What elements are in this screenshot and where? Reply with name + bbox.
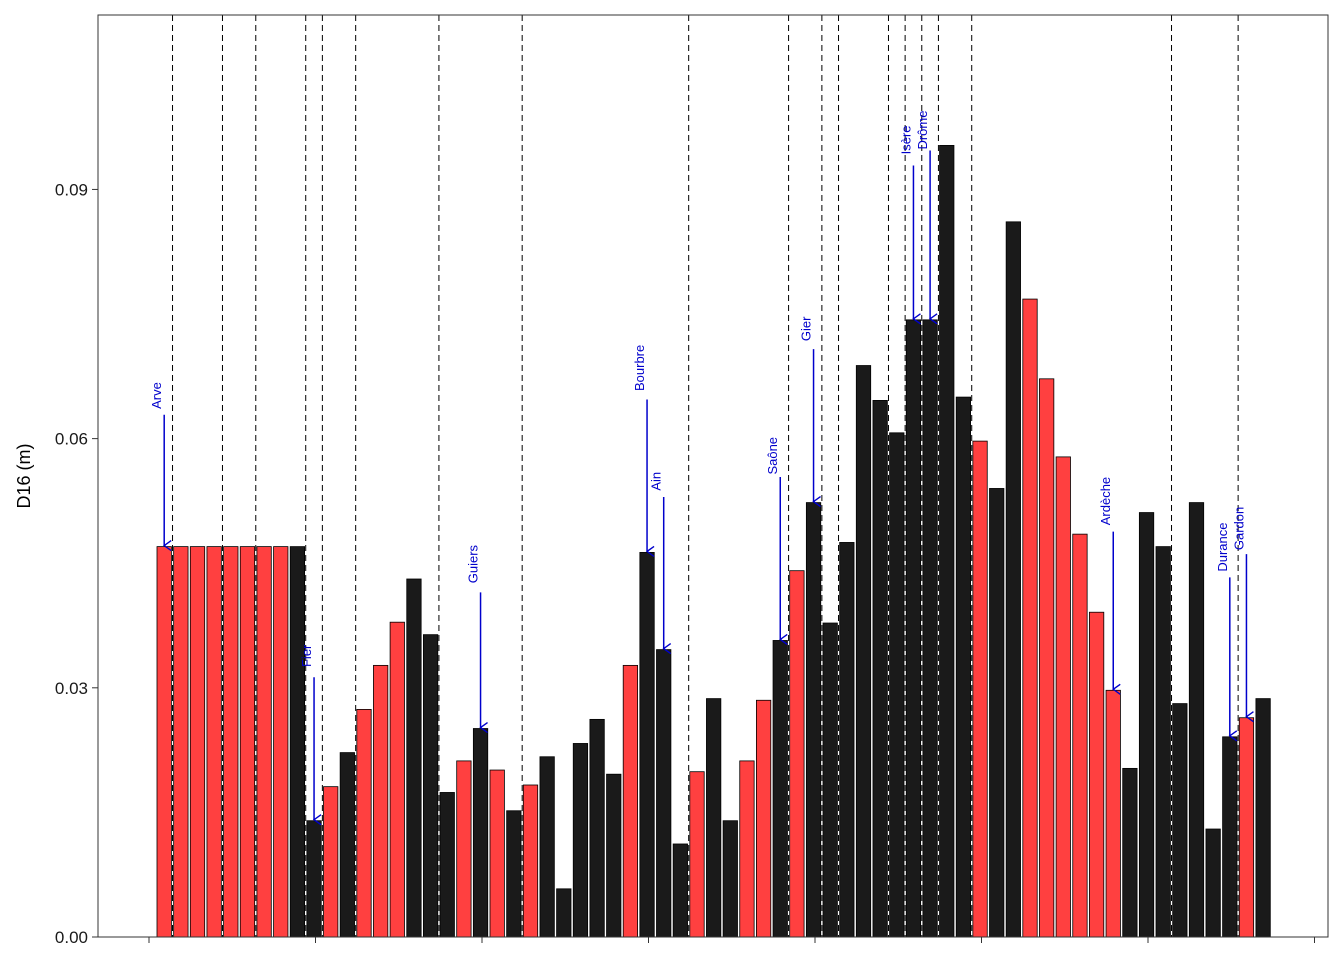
bar-54 [1039, 378, 1055, 938]
bar-33 [689, 771, 705, 938]
bar-24 [539, 756, 555, 938]
bar-28 [606, 773, 622, 938]
bar-29 [622, 664, 639, 938]
bar-67 [1255, 698, 1271, 938]
bar-52 [1005, 221, 1021, 938]
bar-53 [1022, 298, 1038, 938]
bar-series [156, 145, 1271, 938]
annotation-label: Drôme [915, 111, 930, 150]
bar-19 [456, 760, 472, 938]
bar-31 [656, 649, 672, 938]
bar-21 [489, 769, 505, 938]
annotation-label: Ain [649, 472, 664, 491]
bar-45 [889, 432, 905, 938]
bar-62 [1172, 703, 1188, 938]
bar-65 [1222, 736, 1238, 938]
bar-64 [1205, 828, 1221, 938]
bar-11 [323, 786, 339, 938]
bar-25 [556, 888, 572, 938]
bar-12 [339, 752, 355, 938]
annotation-label: Saône [765, 437, 780, 475]
y-tick-label: 0.03 [55, 679, 88, 698]
y-axis: 0.00 0.03 0.06 0.09 [55, 180, 98, 947]
tributary-annotations: Arve Fier Guiers Bourbre Ain Saône Gier Isère Dr… [149, 111, 1254, 826]
annotation-label: Bourbre [632, 345, 647, 391]
bar-43 [855, 365, 872, 938]
bar-44 [872, 400, 888, 938]
bar-16 [406, 578, 422, 938]
bar-2 [173, 546, 189, 938]
bar-6 [239, 546, 256, 938]
bar-23 [522, 784, 539, 938]
bar-8 [273, 546, 289, 938]
annotation-label: Arve [149, 382, 164, 409]
bar-37 [756, 699, 772, 938]
bar-1 [156, 546, 172, 938]
annotation-label: Durance [1215, 523, 1230, 572]
bar-38 [772, 640, 788, 938]
bar-58 [1105, 689, 1121, 938]
bar-56 [1072, 533, 1088, 938]
bar-17 [422, 634, 439, 938]
bar-57 [1089, 611, 1105, 938]
bar-48 [939, 145, 955, 938]
annotation-label: Ardèche [1098, 477, 1113, 525]
bar-66 [1238, 717, 1255, 938]
bar-20 [472, 728, 489, 938]
bar-63 [1188, 502, 1205, 938]
bar-61 [1155, 546, 1171, 938]
bar-49 [955, 396, 972, 938]
bar-27 [589, 718, 605, 938]
bar-3 [189, 546, 206, 938]
annotation-label: Gier [799, 316, 814, 341]
y-tick-label: 0.00 [55, 928, 88, 947]
bar-13 [356, 709, 372, 938]
bar-9 [289, 546, 306, 938]
bar-4 [206, 546, 222, 938]
bar-34 [706, 698, 722, 938]
bar-60 [1138, 512, 1155, 938]
bar-40 [805, 502, 822, 938]
bar-32 [672, 843, 688, 938]
bar-7 [256, 546, 272, 938]
bar-51 [989, 488, 1005, 938]
y-tick-label: 0.06 [55, 430, 88, 449]
bar-30 [639, 552, 655, 938]
y-axis-title: D16 (m) [14, 443, 34, 508]
annotation-label: Isère [898, 125, 913, 154]
y-tick-label: 0.09 [55, 180, 88, 199]
bar-5 [223, 546, 239, 938]
bar-41 [822, 622, 838, 938]
bar-42 [839, 542, 855, 938]
bar-15 [389, 621, 405, 938]
bar-39 [789, 570, 805, 938]
bar-14 [373, 664, 389, 938]
annotation-label: Gardon [1231, 507, 1246, 550]
bar-18 [439, 792, 455, 938]
bar-36 [739, 760, 755, 938]
bar-26 [572, 743, 589, 938]
bar-59 [1122, 767, 1138, 938]
bar-50 [972, 440, 988, 938]
bar-55 [1055, 456, 1071, 938]
bar-35 [722, 820, 738, 938]
plot-frame [97, 14, 1329, 938]
annotation-label: Guiers [466, 544, 481, 583]
annotation-label: Fier [299, 644, 314, 667]
bar-47 [922, 319, 938, 938]
bar-10 [306, 820, 322, 938]
x-axis [148, 937, 1315, 943]
bar-22 [506, 810, 522, 938]
bar-46 [905, 319, 922, 938]
reach-boundary-lines [172, 15, 1239, 937]
